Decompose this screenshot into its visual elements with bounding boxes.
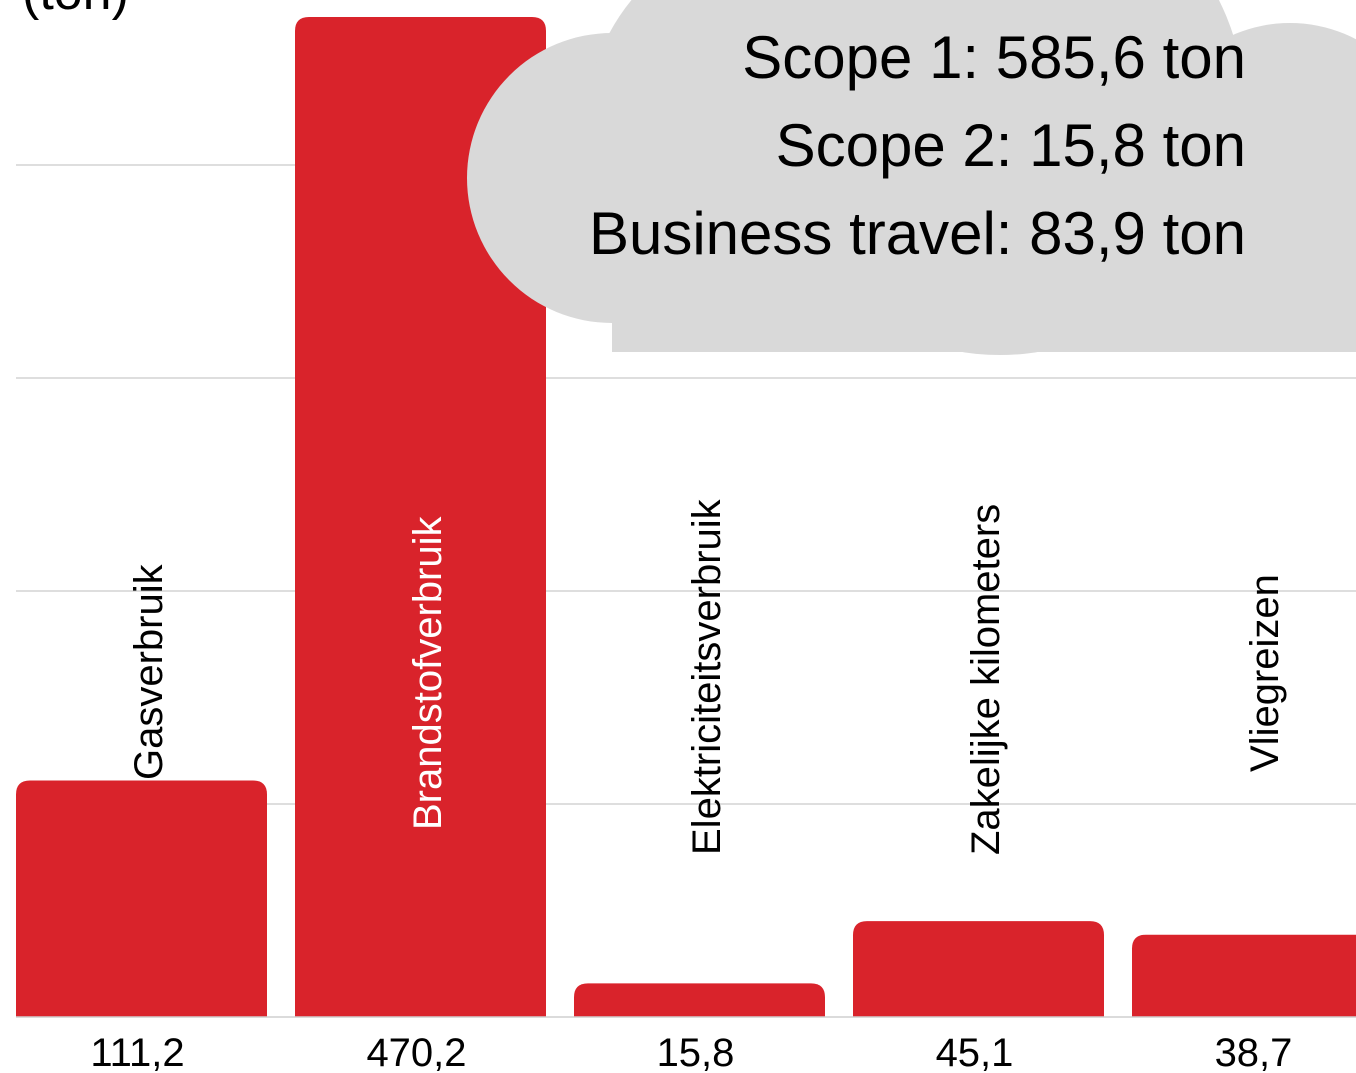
category-label: Vliegreizen [1243,574,1287,772]
value-label: 111,2 [90,1031,184,1073]
value-label: 470,2 [366,1031,466,1073]
bar-brandstofverbruik [295,17,546,1017]
bar-gasverbruik [16,780,267,1017]
scope2-annotation: Scope 2: 15,8 ton [775,112,1246,179]
category-label: Gasverbruik [127,563,171,780]
bar-zakelijke-kilometers [853,921,1104,1017]
bar-vliegreizen [1132,934,1356,1017]
business-travel-annotation: Business travel: 83,9 ton [588,200,1246,267]
annotation-cloud [467,0,1356,355]
value-label: 45,1 [936,1031,1014,1073]
value-labels: 111,2 470,2 15,8 45,1 38,7 [90,1031,1292,1073]
y-axis-unit-label: (ton) [22,0,129,22]
category-label: Elektriciteitsverbruik [685,498,729,855]
category-label: Brandstofverbruik [406,516,450,830]
scope-summary: Scope 1: 585,6 ton Scope 2: 15,8 ton Bus… [589,14,1246,278]
value-label: 38,7 [1215,1031,1293,1073]
bars [16,17,1356,1017]
bar-elektriciteitsverbruik [574,983,825,1017]
value-label: 15,8 [657,1031,735,1073]
scope1-annotation: Scope 1: 585,6 ton [742,24,1246,91]
category-label: Zakelijke kilometers [964,504,1008,855]
category-labels: Gasverbruik Brandstofverbruik Elektricitei… [127,498,1287,855]
